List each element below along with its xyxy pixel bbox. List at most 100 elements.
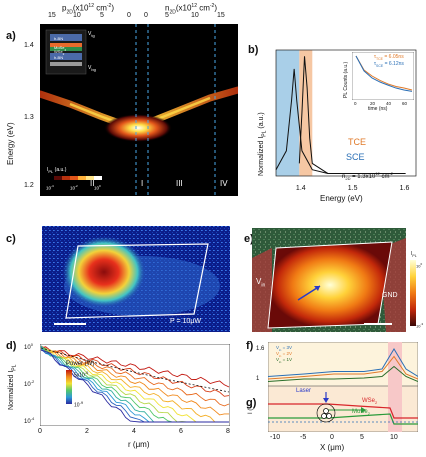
panel-g-xtick: 5 <box>360 434 364 441</box>
panel-g-xtick: 0 <box>330 434 334 441</box>
panel-a-top-tick: 10 <box>191 12 199 19</box>
panel-a-cbar-title: IPL (a.u.) <box>47 167 67 174</box>
panel-b-inset-decay <box>352 52 414 100</box>
panel-d-legend-top: 5x10-5 <box>74 370 89 379</box>
panel-a-inset-layer-label: h-BN <box>54 55 64 60</box>
panel-d-ylabel: Normalized IPL <box>8 364 18 410</box>
panel-a-region-label: III <box>176 179 183 188</box>
panel-g-band-diagram <box>268 386 418 432</box>
panel-d-ytick: 100 <box>24 342 33 351</box>
panel-a-cbar-tick: 10-4 <box>46 184 54 191</box>
panel-a-top-axis-p: p2D(x1012 cm-2) <box>62 3 114 16</box>
panel-g-exciton-3 <box>323 408 329 414</box>
panel-a-top-tick: 5 <box>165 12 169 19</box>
panel-d-xtick: 6 <box>179 428 183 435</box>
panel-g-xtick: -5 <box>300 434 307 441</box>
panel-b-inset-frame <box>352 52 414 100</box>
panel-f-legend-item: Vin = 1V <box>276 357 292 364</box>
panel-g-exciton-cloud <box>316 403 336 423</box>
panel-c-pl-map <box>42 226 230 332</box>
panel-b-series-tce <box>298 56 354 174</box>
panel-g-mose2-band <box>268 413 418 425</box>
panel-b-density: n2D = 1.3x1012 cm-2 <box>342 171 394 182</box>
panel-b-inset-xtick: 20 <box>370 101 376 106</box>
panel-a-ytick: 1.3 <box>24 114 34 121</box>
panel-a-inset-layer-label: WSe2 <box>54 49 65 56</box>
panel-g-mose2: MoSe2 <box>352 409 370 417</box>
panel-a-top-tick: 15 <box>48 12 56 19</box>
panel-b-inset-xtick: 40 <box>386 101 392 106</box>
panel-f-edge-region <box>388 342 402 386</box>
panel-a-top-tick: 10 <box>73 12 81 19</box>
panel-a-region-label: IV <box>220 179 228 188</box>
panel-d-profile-line <box>40 349 229 423</box>
panel-f-ytick: 1.6 <box>256 346 265 352</box>
panel-b-inset-ylabel: PL Counts (a.u.) <box>343 61 349 98</box>
panel-b-tce-label: TCE <box>348 137 366 147</box>
panel-b-xlabel: Energy (eV) <box>320 194 363 203</box>
panel-g-wse2: WSe2 <box>362 398 378 406</box>
panel-b-spectrum <box>275 49 417 177</box>
panel-g-xtick: -10 <box>270 434 281 441</box>
panel-d-xtick: 4 <box>132 428 136 435</box>
panel-e-pl-map <box>252 228 406 332</box>
panel-d-xtick: 2 <box>85 428 89 435</box>
panel-e-colorbar <box>410 260 416 326</box>
panel-d-reference-line <box>40 347 230 393</box>
panel-d-label: d) <box>6 340 17 352</box>
panel-a-inset-layer-label: h-BN <box>54 36 64 41</box>
panel-f-ytick: 1 <box>256 376 260 382</box>
panel-e-label: e) <box>244 233 254 245</box>
panel-f-legend-item: Vin = 2V <box>276 351 292 358</box>
panel-e-gnd: GND <box>382 292 398 299</box>
panel-b-xtick: 1.4 <box>295 185 306 192</box>
panel-a-top-tick: 0 <box>127 12 131 19</box>
panel-b-label: b) <box>248 44 259 56</box>
panel-f-series-line <box>268 348 418 377</box>
panel-a-label: a) <box>6 30 16 42</box>
panel-e-arrowhead <box>314 286 320 291</box>
panel-c-flake-outline <box>65 243 209 319</box>
panel-e-cbar-bottom: 10-3 <box>416 322 424 329</box>
panel-a-emission-peak <box>104 114 172 142</box>
panel-a-ytick: 1.4 <box>24 42 34 49</box>
panel-d-xtick: 0 <box>38 428 42 435</box>
panel-g-exciton-2 <box>326 413 332 419</box>
panel-b-sce-region <box>276 50 300 176</box>
panel-b-inset-xtick: 60 <box>402 101 408 106</box>
panel-d-legend-bottom: 10-9 <box>74 400 84 409</box>
panel-d-profile-line <box>40 346 230 388</box>
panel-e-flake <box>268 242 392 328</box>
panel-a-top-tick: 5 <box>100 12 104 19</box>
panel-g-xlabel: X (μm) <box>320 443 345 452</box>
panel-a-device-inset <box>45 29 87 75</box>
panel-a-top-tick: 0 <box>144 12 148 19</box>
panel-g-exciton-1 <box>321 413 327 419</box>
panel-g-wse2-band <box>268 403 418 419</box>
panel-f-legend-item: Vin = 3V <box>276 345 292 352</box>
panel-d-ytick: 10-4 <box>24 416 35 425</box>
panel-b-xtick: 1.5 <box>347 185 358 192</box>
panel-b-sce-label: SCE <box>346 152 365 162</box>
panel-b-inset-series-tce <box>355 55 413 91</box>
panel-d-xtick: 8 <box>226 428 230 435</box>
panel-d-profile-line <box>40 347 230 416</box>
panel-b-inset-xlabel: time (ns) <box>368 106 388 112</box>
panel-a-region-label: I <box>141 179 144 188</box>
panel-a-heatmap <box>40 24 238 196</box>
panel-a-ytick: 1.2 <box>24 182 34 189</box>
panel-a-gate-top: Vtg <box>88 31 95 38</box>
panel-b-xtick: 1.6 <box>399 185 410 192</box>
panel-d-legend-bar <box>66 370 72 404</box>
panel-e-cbar-top: 100 <box>416 262 423 269</box>
panel-d-legend-title: Power (W) <box>66 361 95 367</box>
panel-c-power: P = 10μW <box>170 318 201 325</box>
panel-b-tau-sce: τSCE = 6.12ns <box>374 61 404 68</box>
panel-a-ylabel: Energy (eV) <box>6 122 15 165</box>
panel-e-vin: Vin <box>256 277 266 289</box>
panel-b-frame <box>275 49 417 177</box>
panel-b-inset-xtick: 0 <box>354 101 357 106</box>
panel-d-ytick: 10-2 <box>24 379 35 388</box>
panel-c-hotspot <box>62 236 146 308</box>
panel-a-top-tick: 15 <box>217 12 225 19</box>
